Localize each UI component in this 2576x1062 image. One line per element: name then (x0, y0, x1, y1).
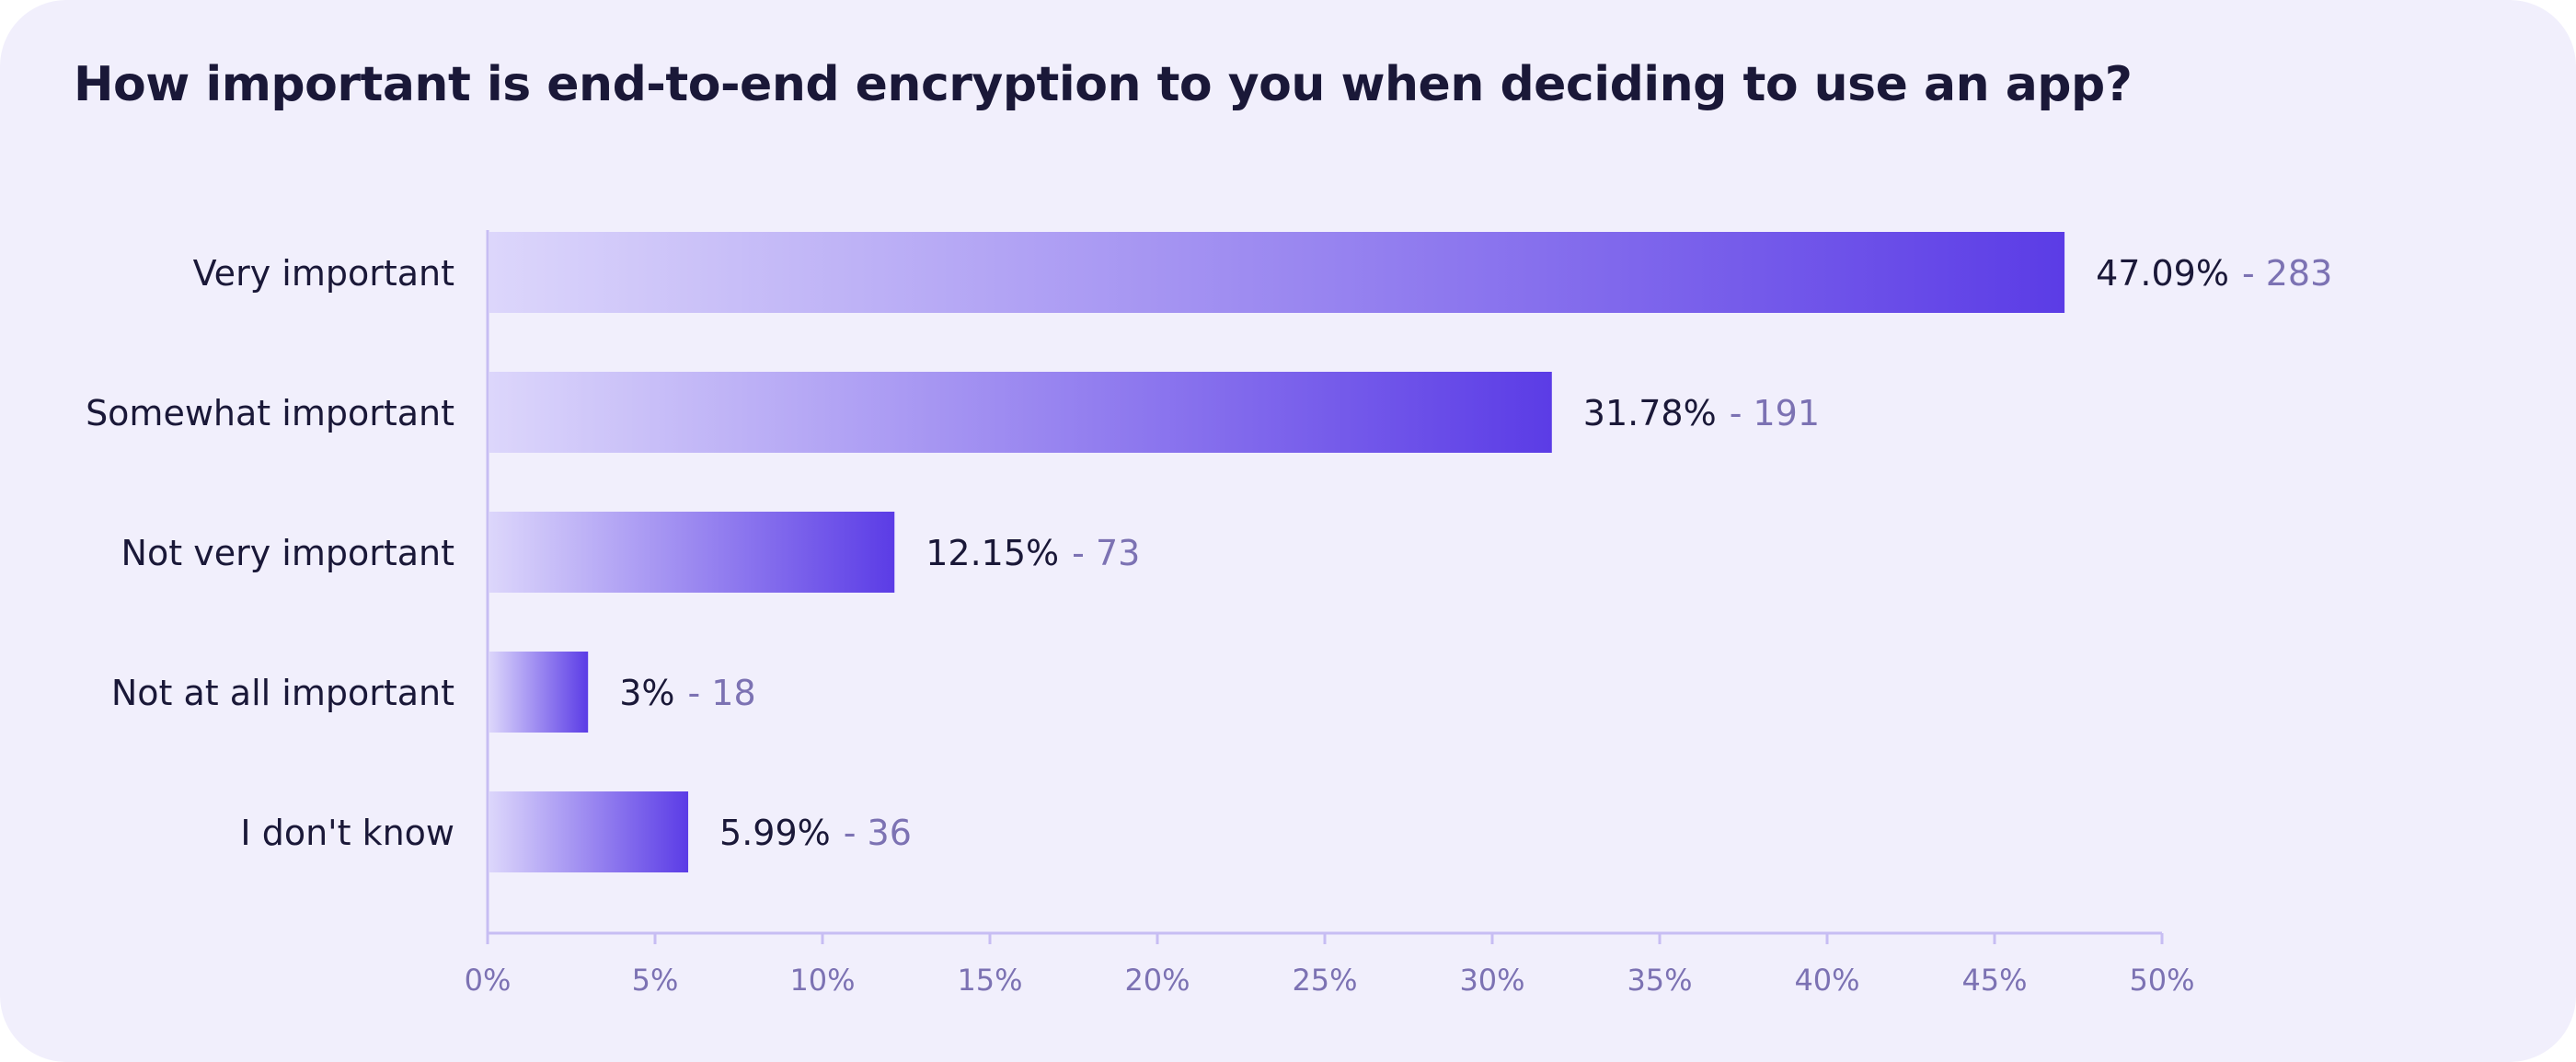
category-label: Not very important (121, 533, 454, 573)
count-label: - 191 (1730, 393, 1820, 433)
bar (489, 372, 1552, 453)
x-tick-label: 50% (2129, 963, 2194, 998)
percent-label: 12.15% (926, 533, 1059, 573)
percent-label: 47.09% (2096, 253, 2229, 294)
x-tick-label: 10% (789, 963, 855, 998)
category-label: Not at all important (111, 673, 454, 713)
percent-label: 3% (619, 673, 674, 713)
x-tick-label: 0% (465, 963, 512, 998)
x-tick-label: 30% (1459, 963, 1524, 998)
x-tick-label: 20% (1124, 963, 1190, 998)
count-label: - 18 (687, 673, 755, 713)
data-label: 31.78% - 191 (1583, 393, 1820, 433)
x-tick-label: 15% (957, 963, 1022, 998)
category-label: Very important (193, 253, 454, 294)
bar (489, 232, 2065, 313)
count-label: - 73 (1072, 533, 1140, 573)
bar (489, 652, 589, 733)
data-label: 47.09% - 283 (2096, 253, 2332, 294)
x-tick-label: 25% (1292, 963, 1357, 998)
data-label: 5.99% - 36 (719, 813, 912, 853)
category-label: I don't know (240, 813, 454, 853)
x-tick-label: 45% (1961, 963, 2027, 998)
count-label: - 283 (2242, 253, 2332, 294)
data-label: 3% - 18 (619, 673, 755, 713)
bar (489, 791, 689, 872)
percent-label: 5.99% (719, 813, 831, 853)
x-tick-label: 40% (1794, 963, 1859, 998)
bar (489, 512, 895, 593)
percent-label: 31.78% (1583, 393, 1717, 433)
chart-title: How important is end-to-end encryption t… (74, 57, 2133, 112)
data-label: 12.15% - 73 (926, 533, 1140, 573)
count-label: - 36 (844, 813, 912, 853)
x-tick-label: 5% (632, 963, 679, 998)
x-tick-label: 35% (1627, 963, 1692, 998)
category-label: Somewhat important (86, 393, 454, 433)
